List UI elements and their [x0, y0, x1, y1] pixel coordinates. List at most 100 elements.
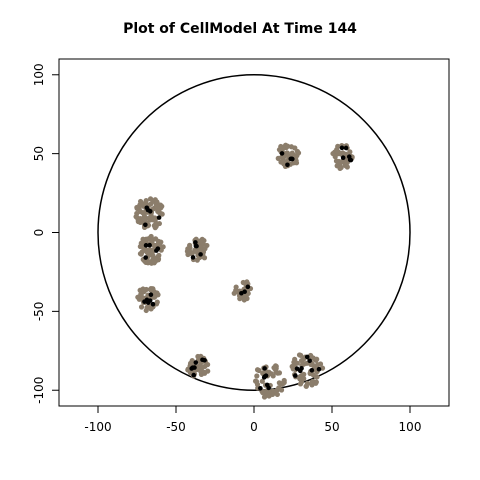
cell-point	[289, 150, 295, 156]
cell-point	[151, 260, 157, 266]
highlighted-cell-point	[285, 162, 290, 168]
cell-point	[275, 370, 281, 376]
cell-point	[295, 150, 302, 156]
highlighted-cell-point	[148, 292, 154, 298]
highlighted-cell-point	[264, 382, 270, 388]
cell-point	[343, 151, 349, 157]
cell-point	[309, 361, 315, 367]
cell-point	[285, 143, 291, 149]
y-axis: -100 -50 0 50 100	[32, 63, 59, 404]
cell-point	[347, 149, 353, 155]
cell-point	[205, 368, 211, 374]
cell-point	[252, 378, 259, 384]
cell-point	[269, 391, 276, 397]
cell-cluster	[330, 142, 355, 171]
cell-point	[159, 203, 165, 209]
cell-point	[268, 371, 274, 377]
cell-point	[261, 394, 268, 400]
cell-point	[278, 159, 284, 165]
cell-point	[140, 201, 147, 207]
y-tick-label: 100	[32, 63, 46, 86]
cell-point	[148, 201, 154, 207]
boundary-circle	[97, 74, 411, 391]
cell-point	[187, 360, 194, 366]
cell-point	[140, 210, 146, 216]
cell-point	[296, 352, 303, 358]
highlighted-cell-point	[193, 243, 199, 249]
cell-point	[135, 217, 141, 223]
cell-cluster	[133, 196, 165, 231]
highlighted-cell-point	[347, 157, 353, 163]
cell-point	[284, 150, 290, 156]
cell-point	[134, 210, 140, 217]
cell-point	[150, 242, 157, 248]
x-tick-label: 50	[324, 420, 339, 434]
cell-point	[260, 390, 266, 396]
chart-title: Plot of CellModel At Time 144	[123, 21, 357, 37]
highlighted-cell-point	[245, 284, 251, 290]
highlighted-cell-point	[193, 240, 198, 245]
cell-point	[141, 216, 147, 222]
cell-point	[144, 249, 150, 256]
cell-cluster	[185, 353, 211, 379]
cell-point	[143, 307, 149, 314]
highlighted-cell-point	[143, 255, 148, 260]
x-tick-label: -50	[166, 420, 186, 434]
highlighted-cell-point	[339, 145, 345, 151]
cell-point	[339, 158, 345, 165]
cell-point	[301, 356, 307, 362]
points-layer	[133, 142, 355, 400]
cell-cluster	[275, 142, 302, 169]
highlighted-cell-point	[193, 360, 199, 365]
cell-point	[291, 359, 297, 365]
cell-cluster	[289, 352, 326, 389]
x-axis: -100 -50 0 50 100	[84, 406, 421, 434]
highlighted-cell-point	[156, 215, 162, 220]
cell-point	[194, 257, 200, 263]
cell-point	[199, 364, 205, 371]
cell-point	[279, 154, 285, 160]
cell-cluster	[231, 279, 254, 303]
highlighted-cell-point	[190, 365, 196, 370]
highlighted-cell-point	[147, 242, 152, 248]
cell-point	[153, 236, 159, 242]
cell-point	[155, 208, 161, 214]
cell-point	[231, 290, 237, 296]
highlighted-cell-point	[239, 290, 244, 296]
cell-point	[280, 380, 287, 386]
cell-point	[241, 297, 247, 303]
cell-cluster	[184, 236, 210, 263]
highlighted-cell-point	[198, 252, 203, 257]
highlighted-cell-point	[143, 222, 148, 228]
cell-point	[147, 214, 154, 221]
cell-point	[147, 196, 154, 202]
cell-point	[144, 236, 151, 242]
x-tick-label: -100	[84, 420, 111, 434]
highlighted-cell-point	[262, 374, 267, 379]
cell-cluster	[135, 285, 161, 314]
highlighted-cell-point	[289, 156, 294, 162]
cell-point	[187, 370, 193, 376]
highlighted-cell-point	[150, 301, 156, 307]
cell-point	[138, 304, 145, 310]
cell-point	[310, 372, 317, 378]
y-tick-label: 50	[32, 146, 46, 161]
cell-point	[264, 390, 270, 396]
cell-point	[280, 145, 286, 152]
cell-cluster	[252, 363, 287, 400]
cell-point	[338, 164, 344, 171]
cell-point	[254, 367, 261, 373]
cell-point	[143, 287, 149, 293]
highlighted-cell-point	[143, 243, 149, 248]
cell-point	[148, 285, 154, 292]
highlighted-cell-point	[190, 255, 196, 260]
cell-point	[309, 379, 315, 385]
cell-point	[134, 204, 140, 211]
cell-point	[135, 294, 141, 300]
highlighted-cell-point	[304, 354, 310, 360]
cell-point	[314, 362, 321, 368]
highlighted-cell-point	[294, 366, 300, 371]
highlighted-cell-point	[292, 373, 298, 378]
cell-point	[154, 299, 160, 305]
